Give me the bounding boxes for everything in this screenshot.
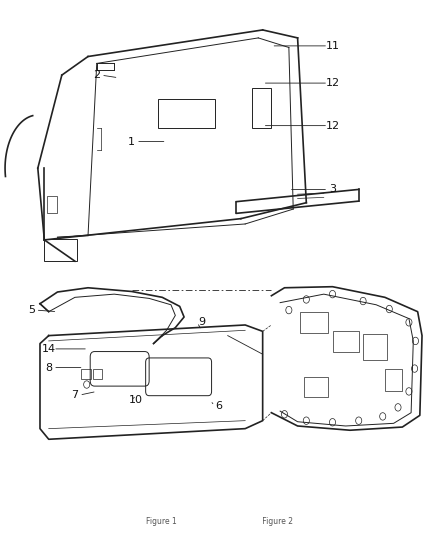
Bar [158,99,215,128]
Bar [385,369,403,391]
Text: 8: 8 [45,362,52,373]
Text: 3: 3 [329,184,336,195]
Text: 1: 1 [128,136,135,147]
Text: 5: 5 [28,305,35,315]
Bar [81,368,91,379]
Bar [252,88,272,128]
Text: 11: 11 [325,41,339,51]
Text: 10: 10 [129,395,143,406]
Bar [363,334,387,360]
Text: 2: 2 [93,70,100,80]
Bar [332,332,359,352]
Text: 12: 12 [325,78,339,88]
Text: Figure 1                                    Figure 2: Figure 1 Figure 2 [145,517,293,526]
Text: 14: 14 [42,344,56,354]
Text: 7: 7 [71,390,78,400]
Bar [44,239,77,261]
Bar [300,312,328,333]
Text: 9: 9 [198,317,205,327]
Bar [93,368,102,379]
Text: 12: 12 [325,120,339,131]
Bar [46,196,57,213]
Text: 6: 6 [215,401,223,411]
Bar [304,376,328,397]
